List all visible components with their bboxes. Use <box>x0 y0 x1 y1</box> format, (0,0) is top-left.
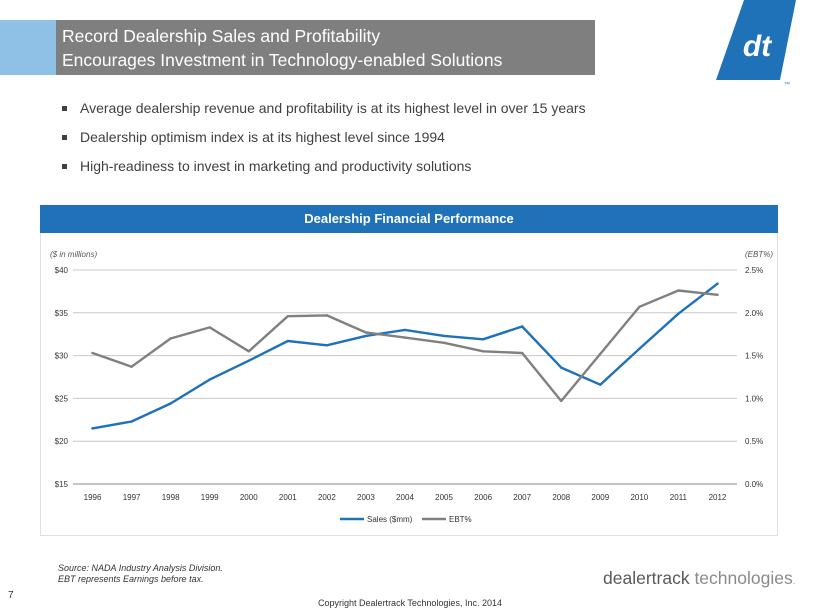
data-point <box>286 315 290 318</box>
data-point <box>403 336 407 339</box>
copyright-text: Copyright Dealertrack Technologies, Inc.… <box>318 598 502 608</box>
page-number: 7 <box>8 590 14 601</box>
slide-title-line1: Record Dealership Sales and Profitabilit… <box>62 26 381 46</box>
data-point <box>520 325 524 328</box>
x-tick-label: 2003 <box>357 493 375 502</box>
brand-dot: . <box>792 576 796 587</box>
data-point <box>520 351 524 355</box>
brand-wordmark: dealertrack technologies. <box>603 568 796 589</box>
x-tick-label: 2002 <box>318 493 336 502</box>
x-tick-label: 2009 <box>591 493 609 502</box>
x-tick-label: 2007 <box>513 493 531 502</box>
x-tick-label: 2001 <box>279 493 297 502</box>
x-tick-label: 2006 <box>474 493 492 502</box>
data-point <box>481 350 485 353</box>
data-point <box>638 305 641 309</box>
x-tick-label: 2008 <box>552 493 570 502</box>
data-point <box>325 344 329 347</box>
data-point <box>364 331 368 334</box>
logo-trademark: ™ <box>784 81 790 88</box>
x-tick-label: 1996 <box>84 493 102 502</box>
x-tick-label: 2005 <box>435 493 453 502</box>
data-point <box>677 289 680 292</box>
brand-part2: technologies <box>689 568 793 588</box>
dealertrack-logo: dt ™ <box>716 0 796 88</box>
data-point <box>169 337 172 340</box>
x-tick-label: 2000 <box>240 493 258 502</box>
bullet-square-icon <box>62 135 67 140</box>
data-point <box>91 351 94 355</box>
y-axis-label-right: (EBT%) <box>745 250 773 259</box>
bullet-square-icon <box>62 106 67 111</box>
bullet-item: High-readiness to invest in marketing an… <box>62 156 586 185</box>
data-point <box>716 282 719 285</box>
bullet-text: High-readiness to invest in marketing an… <box>80 158 472 174</box>
data-point <box>599 352 602 356</box>
source-line2: EBT represents Earnings before tax. <box>58 574 204 584</box>
x-tick-label: 2010 <box>630 493 648 502</box>
chart-frame <box>40 233 778 536</box>
data-point <box>599 383 602 386</box>
bullet-text: Dealership optimism index is at its high… <box>80 129 445 145</box>
x-tick-label: 1999 <box>201 493 219 502</box>
y-tick-label-left: $20 <box>55 437 69 446</box>
data-point <box>325 314 329 317</box>
data-point <box>442 334 446 338</box>
data-point <box>208 326 211 329</box>
y-tick-label-right: 1.0% <box>745 394 763 403</box>
y-tick-label-left: $25 <box>55 394 69 403</box>
y-tick-label-right: 1.5% <box>745 352 763 361</box>
slide-title: Record Dealership Sales and Profitabilit… <box>56 20 595 75</box>
data-point <box>364 334 368 338</box>
x-tick-label: 1998 <box>162 493 180 502</box>
y-tick-label-left: $15 <box>55 480 69 489</box>
data-point <box>286 339 290 343</box>
y-tick-label-left: $35 <box>55 309 69 318</box>
data-point <box>560 366 563 369</box>
logo-text: dt <box>743 30 773 63</box>
x-tick-label: 1997 <box>123 493 141 502</box>
data-point <box>638 347 641 350</box>
bullet-item: Dealership optimism index is at its high… <box>62 127 586 156</box>
x-tick-label: 2011 <box>670 493 688 502</box>
series-line-ebt <box>91 289 719 403</box>
data-point <box>247 359 250 362</box>
y-tick-label-right: 2.0% <box>745 309 763 318</box>
y-axis-label-left: ($ in millions) <box>50 250 97 259</box>
y-tick-label-right: 0.0% <box>745 480 763 489</box>
source-note: Source: NADA Industry Analysis Division.… <box>58 563 223 585</box>
legend-label: Sales ($mm) <box>367 515 413 524</box>
y-tick-label-right: 2.5% <box>745 266 763 275</box>
bullet-square-icon <box>62 164 67 169</box>
legend-label: EBT% <box>449 515 472 524</box>
x-tick-label: 2004 <box>396 493 414 502</box>
data-point <box>208 378 211 381</box>
y-tick-label-left: $40 <box>55 266 69 275</box>
y-tick-label-right: 0.5% <box>745 437 763 446</box>
chart-header: Dealership Financial Performance <box>40 205 778 233</box>
data-point <box>169 402 172 405</box>
x-tick-label: 2012 <box>709 493 727 502</box>
data-point <box>560 399 563 403</box>
data-point <box>677 312 680 315</box>
data-point <box>91 427 94 430</box>
data-point <box>442 341 446 344</box>
data-point <box>247 350 250 353</box>
brand-part1: dealertrack <box>603 568 690 588</box>
data-point <box>716 293 719 297</box>
bullet-text: Average dealership revenue and profitabi… <box>80 100 586 116</box>
title-accent-bar <box>0 20 56 75</box>
y-tick-label-left: $30 <box>55 352 69 361</box>
data-point <box>481 338 485 341</box>
data-point <box>130 420 133 423</box>
financial-performance-chart: ($ in millions) (EBT%) $40 2.5% $35 2.0% $30 1.… <box>50 250 773 524</box>
slide-title-line2: Encourages Investment in Technology-enab… <box>62 50 503 70</box>
data-point <box>130 365 133 368</box>
source-line1: Source: NADA Industry Analysis Division. <box>58 563 223 573</box>
data-point <box>403 328 407 332</box>
bullet-item: Average dealership revenue and profitabi… <box>62 98 586 127</box>
bullet-list: Average dealership revenue and profitabi… <box>62 98 586 185</box>
